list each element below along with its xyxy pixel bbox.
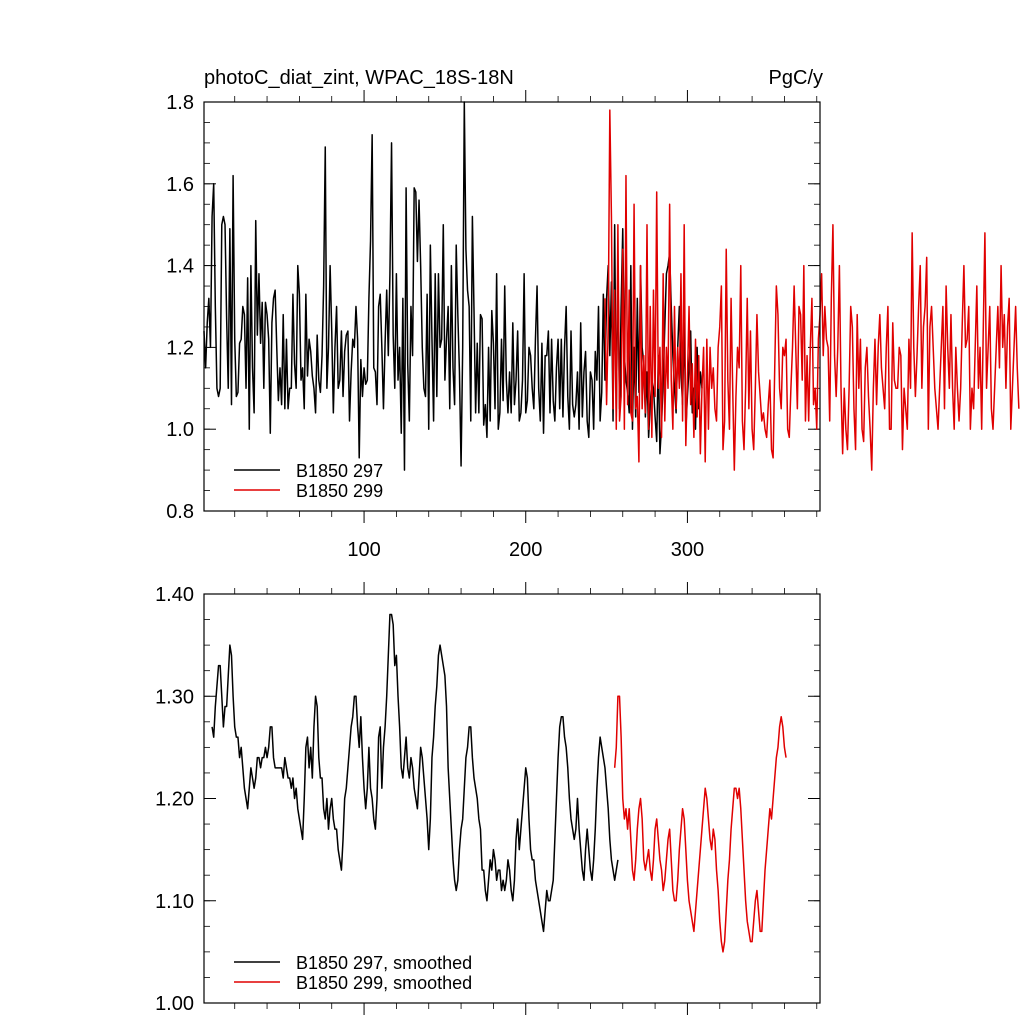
bottom-y-tick-label: 1.40: [155, 584, 194, 606]
legend-label-b1850-299: B1850 299: [296, 481, 383, 501]
bottom-y-tick-label: 1.20: [155, 789, 194, 811]
top-y-tick-label: 0.8: [166, 501, 194, 523]
top-x-tick-label: 100: [347, 539, 380, 561]
top-panel: photoC_diat_zint, WPAC_18S-18N PgC/y 0.8…: [166, 67, 1020, 561]
top-y-tick-label: 1.2: [166, 337, 194, 359]
top-plot-frame: [203, 101, 821, 512]
bottom-y-tick-label: 1.00: [155, 993, 194, 1015]
top-y-tick-label: 1.8: [166, 92, 194, 114]
top-legend: B1850 297 B1850 299: [234, 461, 383, 501]
bottom-legend: B1850 297, smoothed B1850 299, smoothed: [234, 953, 472, 993]
top-y-tick-label: 1.4: [166, 256, 194, 278]
top-x-tick-label: 200: [509, 539, 542, 561]
top-y-tick-label: 1.0: [166, 419, 194, 441]
top-series-line-b1850-299: [604, 109, 1020, 471]
legend-label-b1850-299-smoothed: B1850 299, smoothed: [296, 973, 472, 993]
top-series: [203, 101, 1020, 471]
bottom-y-tick-label: 1.30: [155, 686, 194, 708]
bottom-panel: 1.00 1.10 1.20 1.30 1.40 B1850 297, smoothed…: [155, 582, 821, 1015]
bottom-series-line-b1850-297-smoothed: [211, 613, 619, 933]
bottom-plot-frame: [203, 593, 821, 1004]
top-chart-units: PgC/y: [769, 67, 823, 89]
legend-label-b1850-297: B1850 297: [296, 461, 383, 481]
top-y-tick-label: 1.6: [166, 174, 194, 196]
bottom-series-line-b1850-299-smoothed: [613, 695, 787, 953]
top-x-tick-label: 300: [671, 539, 704, 561]
bottom-y-tick-label: 1.10: [155, 891, 194, 913]
legend-label-b1850-297-smoothed: B1850 297, smoothed: [296, 953, 472, 973]
top-chart-title: photoC_diat_zint, WPAC_18S-18N: [204, 67, 514, 89]
bottom-series: [211, 613, 787, 953]
